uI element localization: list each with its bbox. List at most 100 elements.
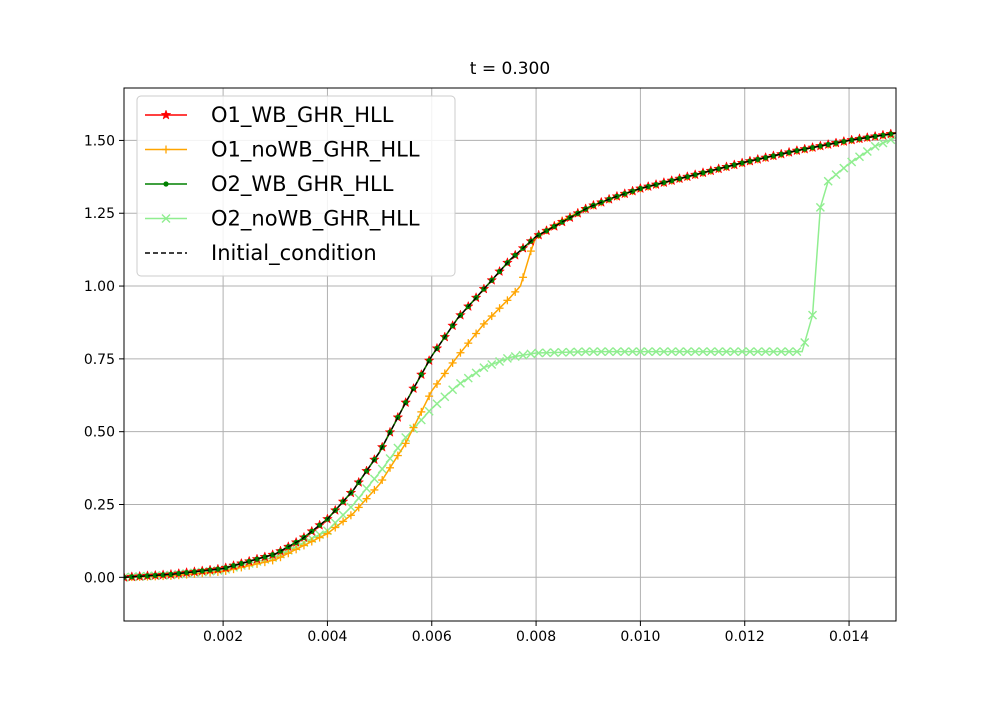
- legend-marker: [163, 181, 169, 187]
- marker-o2-nowb-ghr-hll: [588, 347, 598, 357]
- marker-o2-wb-ghr-hll: [551, 223, 557, 229]
- marker-o2-nowb-ghr-hll-b: [526, 349, 536, 359]
- marker-o2-nowb-ghr-hll: [870, 141, 880, 151]
- marker-o1-nowb-ghr-hll: [393, 451, 402, 460]
- series-o2-nowb-ghr-hll: [124, 135, 896, 582]
- marker-o2-wb-ghr-hll: [802, 146, 808, 152]
- marker-o2-nowb-ghr-hll: [502, 353, 512, 363]
- marker-o2-nowb-ghr-hll: [698, 347, 708, 357]
- marker-o2-nowb-ghr-hll: [518, 350, 528, 360]
- marker-o2-nowb-ghr-hll-b: [487, 360, 497, 370]
- marker-o1-nowb-ghr-hll: [346, 511, 355, 520]
- marker-o2-wb-ghr-hll: [152, 572, 158, 578]
- marker-o1-nowb-ghr-hll: [370, 485, 379, 494]
- marker-o2-nowb-ghr-hll-b: [455, 378, 465, 388]
- marker-o2-nowb-ghr-hll-b: [729, 347, 739, 357]
- legend-marker: [162, 145, 170, 154]
- marker-o2-nowb-ghr-hll-b: [870, 141, 880, 151]
- legend-item-initial-condition: Initial_condition: [145, 241, 377, 266]
- marker-o2-nowb-ghr-hll-b: [510, 352, 520, 362]
- x-tick-label: 0.002: [203, 629, 243, 645]
- marker-o2-nowb-ghr-hll: [604, 347, 614, 357]
- marker-o2-nowb-ghr-hll-b: [721, 347, 731, 357]
- marker-o1-nowb-ghr-hll: [409, 423, 418, 432]
- marker-o2-nowb-ghr-hll: [455, 378, 465, 388]
- marker-o2-wb-ghr-hll: [692, 172, 698, 178]
- marker-o2-nowb-ghr-hll-b: [737, 347, 747, 357]
- marker-o2-nowb-ghr-hll: [659, 347, 669, 357]
- marker-o2-nowb-ghr-hll-b: [495, 356, 505, 366]
- marker-o2-nowb-ghr-hll-b: [651, 347, 661, 357]
- marker-o2-nowb-ghr-hll-b: [784, 347, 794, 357]
- marker-o2-nowb-ghr-hll: [753, 347, 763, 357]
- marker-o2-nowb-ghr-hll: [690, 347, 700, 357]
- marker-o2-wb-ghr-hll: [215, 566, 221, 572]
- marker-o2-nowb-ghr-hll-b: [471, 368, 481, 378]
- marker-o2-nowb-ghr-hll-b: [581, 347, 591, 357]
- marker-o2-wb-ghr-hll: [223, 565, 229, 571]
- marker-o2-wb-ghr-hll: [191, 569, 198, 575]
- marker-o2-nowb-ghr-hll-b: [823, 176, 833, 186]
- marker-o2-wb-ghr-hll: [637, 185, 644, 192]
- marker-o2-wb-ghr-hll: [669, 178, 675, 184]
- marker-o2-nowb-ghr-hll-b: [401, 433, 411, 443]
- marker-o1-nowb-ghr-hll: [315, 533, 324, 542]
- marker-o2-nowb-ghr-hll: [808, 310, 818, 320]
- y-tick-label: 0.00: [84, 570, 115, 586]
- marker-o2-nowb-ghr-hll: [487, 360, 497, 370]
- marker-o2-nowb-ghr-hll: [362, 483, 372, 493]
- marker-o1-nowb-ghr-hll: [495, 304, 504, 313]
- marker-o2-nowb-ghr-hll: [534, 348, 544, 358]
- marker-o1-nowb-ghr-hll: [362, 494, 371, 503]
- marker-o2-nowb-ghr-hll: [847, 157, 857, 167]
- marker-o1-nowb-ghr-hll: [339, 517, 348, 526]
- marker-o2-nowb-ghr-hll: [495, 356, 505, 366]
- legend-item-o1-wb-ghr-hll: O1_WB_GHR_HLL: [145, 103, 394, 128]
- marker-o2-nowb-ghr-hll: [385, 453, 395, 463]
- marker-o2-wb-ghr-hll: [786, 149, 792, 155]
- marker-o2-nowb-ghr-hll: [745, 347, 755, 357]
- marker-o2-wb-ghr-hll: [199, 568, 205, 574]
- marker-o2-nowb-ghr-hll: [620, 347, 630, 357]
- marker-o2-wb-ghr-hll: [731, 162, 737, 168]
- marker-o2-wb-ghr-hll: [888, 131, 894, 137]
- marker-o2-nowb-ghr-hll: [526, 349, 536, 359]
- marker-o2-nowb-ghr-hll-b: [542, 348, 552, 358]
- marker-o2-nowb-ghr-hll-b: [330, 518, 340, 528]
- y-tick-label: 0.75: [84, 352, 115, 368]
- marker-o2-nowb-ghr-hll: [682, 347, 692, 357]
- marker-o2-nowb-ghr-hll: [596, 347, 606, 357]
- marker-o2-nowb-ghr-hll: [542, 348, 552, 358]
- legend-label: O2_noWB_GHR_HLL: [211, 207, 420, 232]
- legend-item-o1-nowb-ghr-hll: O1_noWB_GHR_HLL: [145, 138, 420, 163]
- marker-o2-nowb-ghr-hll-b: [479, 363, 489, 373]
- marker-o2-nowb-ghr-hll: [557, 347, 567, 357]
- marker-o2-nowb-ghr-hll: [675, 347, 685, 357]
- marker-o2-nowb-ghr-hll: [565, 347, 575, 357]
- marker-o1-nowb-ghr-hll: [456, 348, 465, 357]
- marker-o2-nowb-ghr-hll: [628, 347, 638, 357]
- marker-o2-nowb-ghr-hll-b: [792, 347, 802, 357]
- marker-o2-wb-ghr-hll: [129, 574, 135, 580]
- x-tick-label: 0.006: [412, 629, 452, 645]
- marker-o2-wb-ghr-hll: [825, 141, 831, 148]
- marker-o2-wb-ghr-hll: [238, 560, 244, 567]
- marker-o2-nowb-ghr-hll-b: [588, 347, 598, 357]
- marker-o1-nowb-ghr-hll: [292, 545, 301, 554]
- marker-o2-nowb-ghr-hll-b: [393, 443, 403, 453]
- marker-o2-nowb-ghr-hll: [784, 347, 794, 357]
- marker-o1-nowb-ghr-hll: [503, 296, 512, 305]
- marker-o2-nowb-ghr-hll-b: [448, 385, 458, 395]
- series-layer: [124, 128, 896, 582]
- marker-o2-nowb-ghr-hll: [800, 337, 810, 347]
- marker-o2-wb-ghr-hll: [676, 176, 683, 182]
- marker-o2-nowb-ghr-hll: [768, 347, 778, 357]
- marker-o2-nowb-ghr-hll-b: [432, 399, 442, 409]
- marker-o2-nowb-ghr-hll-b: [776, 347, 786, 357]
- marker-o1-nowb-ghr-hll: [354, 503, 363, 512]
- marker-o2-nowb-ghr-hll: [479, 363, 489, 373]
- legend-item-o2-nowb-ghr-hll: O2_noWB_GHR_HLL: [145, 207, 420, 232]
- x-tick-label: 0.008: [516, 629, 556, 645]
- marker-o2-nowb-ghr-hll: [377, 464, 387, 474]
- marker-o2-nowb-ghr-hll-b: [502, 353, 512, 363]
